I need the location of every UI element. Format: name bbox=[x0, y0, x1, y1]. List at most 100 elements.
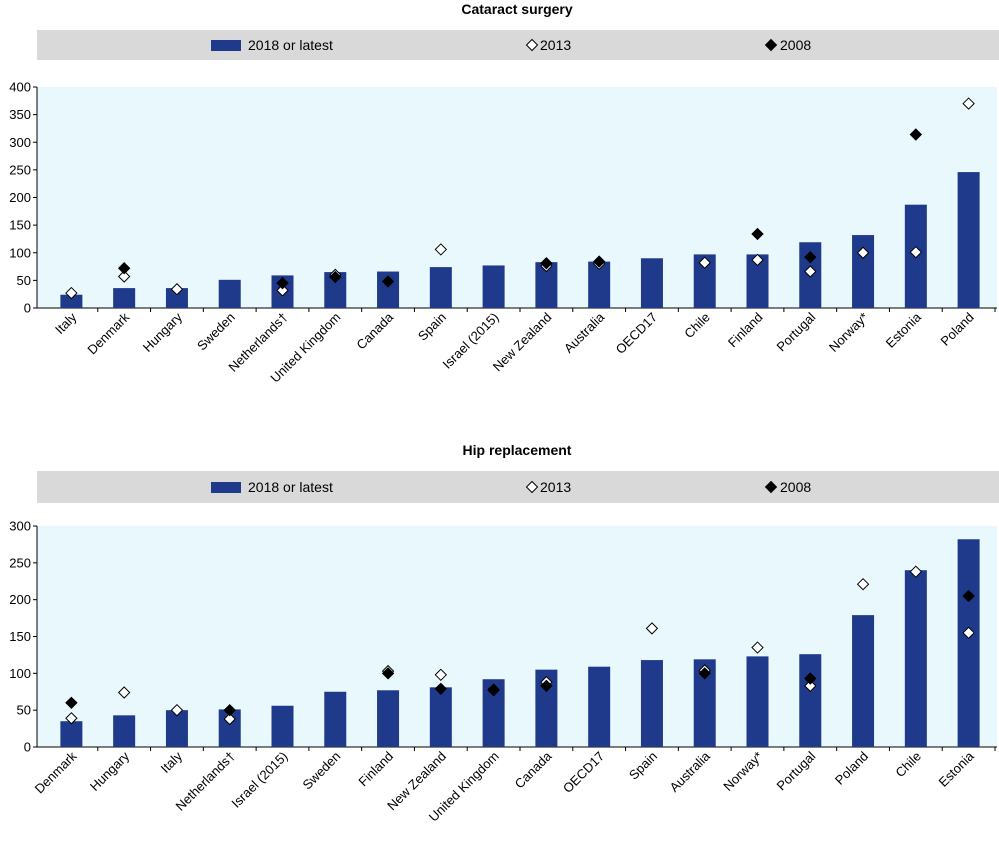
category-label: Sweden bbox=[194, 310, 238, 354]
marker-2013 bbox=[751, 641, 764, 654]
category-label: Denmark bbox=[32, 748, 80, 796]
legend-label-bar: 2018 or latest bbox=[248, 37, 333, 53]
category-label: Poland bbox=[832, 749, 871, 788]
bar bbox=[60, 721, 83, 747]
category-label: Norway* bbox=[826, 310, 871, 355]
marker-2013 bbox=[751, 253, 764, 267]
marker-2013 bbox=[909, 565, 923, 578]
marker-2013 bbox=[962, 626, 975, 640]
marker-2008 bbox=[962, 589, 975, 603]
category-label: Poland bbox=[937, 310, 976, 349]
marker-2013 bbox=[434, 668, 448, 682]
marker-2013 bbox=[65, 712, 78, 725]
category-label: Chile bbox=[681, 310, 713, 342]
y-tick-label: 50 bbox=[17, 273, 31, 288]
y-tick-label: 150 bbox=[9, 629, 31, 644]
y-tick-label: 50 bbox=[17, 703, 31, 718]
marker-2013 bbox=[434, 243, 448, 256]
bar bbox=[640, 660, 663, 747]
marker-2008 bbox=[434, 682, 448, 696]
marker-2013 bbox=[856, 577, 870, 591]
category-label: Spain bbox=[626, 749, 660, 783]
bar bbox=[60, 294, 83, 308]
y-tick-label: 250 bbox=[9, 162, 31, 177]
marker-2008 bbox=[804, 250, 817, 264]
legend-bar-swatch bbox=[211, 40, 241, 51]
category-label: Italy bbox=[52, 309, 80, 337]
bar bbox=[165, 288, 188, 308]
category-label: Estonia bbox=[883, 309, 925, 351]
y-tick-label: 300 bbox=[9, 135, 31, 150]
category-label: Estonia bbox=[935, 748, 977, 790]
marker-2008 bbox=[540, 257, 553, 270]
plot-area bbox=[37, 87, 997, 308]
bar bbox=[640, 258, 663, 308]
bar bbox=[482, 679, 505, 747]
category-label: Finland bbox=[355, 749, 396, 790]
bar bbox=[852, 615, 875, 747]
category-label: Norway* bbox=[720, 749, 765, 794]
bar bbox=[324, 691, 347, 747]
marker-2013 bbox=[962, 97, 975, 110]
marker-2008 bbox=[592, 255, 606, 268]
marker-2008 bbox=[117, 262, 131, 275]
y-tick-label: 250 bbox=[9, 555, 31, 570]
bar bbox=[957, 172, 980, 308]
legend-label-filled: 2008 bbox=[780, 479, 811, 495]
bar bbox=[799, 654, 822, 747]
bar bbox=[165, 710, 188, 747]
bar bbox=[377, 690, 400, 747]
chart-title: Hip replacement bbox=[463, 442, 572, 458]
y-tick-label: 300 bbox=[9, 519, 31, 534]
legend-bar-swatch bbox=[211, 482, 241, 493]
y-tick-label: 400 bbox=[9, 80, 31, 95]
y-tick-label: 350 bbox=[9, 107, 31, 122]
plot-area bbox=[37, 526, 997, 747]
marker-2008 bbox=[329, 270, 342, 284]
y-tick-label: 100 bbox=[9, 245, 31, 260]
category-label: Spain bbox=[415, 310, 449, 344]
bar bbox=[482, 265, 505, 308]
bar bbox=[693, 254, 716, 308]
y-tick-label: 0 bbox=[24, 740, 31, 755]
category-label: OECD17 bbox=[560, 749, 607, 796]
chart-panel-2: Hip replacement 2018 or latest 2013 2008 0 50… bbox=[9, 442, 999, 825]
category-label: Hungary bbox=[140, 309, 186, 355]
bar bbox=[746, 254, 769, 308]
category-label: Chile bbox=[892, 749, 924, 781]
marker-2008 bbox=[909, 128, 923, 141]
legend-label-filled: 2008 bbox=[780, 37, 811, 53]
category-label: Canada bbox=[353, 309, 396, 352]
bar bbox=[588, 261, 611, 308]
marker-2008 bbox=[381, 275, 395, 288]
marker-2013 bbox=[117, 270, 131, 283]
bar bbox=[852, 235, 875, 308]
category-label: OECD17 bbox=[613, 310, 660, 357]
category-label: Denmark bbox=[84, 309, 132, 357]
marker-2008 bbox=[381, 667, 395, 680]
legend-band bbox=[37, 471, 999, 503]
marker-2008 bbox=[804, 672, 817, 685]
bar bbox=[535, 262, 558, 308]
legend-filled-diamond bbox=[764, 480, 778, 494]
bar bbox=[377, 271, 400, 308]
category-label: Australia bbox=[561, 309, 608, 356]
legend-label-open: 2013 bbox=[540, 37, 571, 53]
marker-2013 bbox=[117, 686, 131, 699]
category-label: Sweden bbox=[300, 749, 344, 793]
marker-2008 bbox=[751, 227, 764, 241]
legend-label-bar: 2018 or latest bbox=[248, 479, 333, 495]
category-label: Finland bbox=[725, 310, 766, 351]
legend-open-diamond bbox=[525, 38, 539, 52]
bar bbox=[746, 656, 769, 747]
marker-2008 bbox=[65, 696, 78, 710]
marker-2013 bbox=[698, 256, 711, 269]
category-label: Portugal bbox=[774, 748, 819, 793]
marker-2008 bbox=[487, 683, 500, 696]
legend-band bbox=[37, 30, 999, 60]
marker-2008 bbox=[698, 667, 711, 680]
chart-title: Cataract surgery bbox=[461, 1, 572, 17]
bar bbox=[588, 666, 611, 747]
bar bbox=[271, 705, 294, 747]
